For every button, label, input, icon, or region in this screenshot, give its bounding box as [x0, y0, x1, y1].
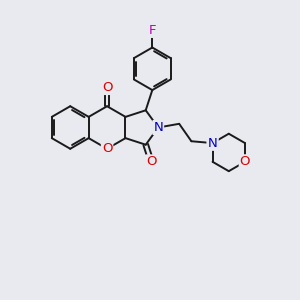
Text: O: O: [102, 81, 112, 94]
Text: O: O: [240, 155, 250, 168]
Text: N: N: [208, 136, 218, 150]
Text: F: F: [148, 24, 156, 37]
Text: N: N: [208, 136, 218, 150]
Text: O: O: [146, 155, 157, 168]
Text: O: O: [102, 142, 112, 155]
Text: N: N: [153, 121, 163, 134]
